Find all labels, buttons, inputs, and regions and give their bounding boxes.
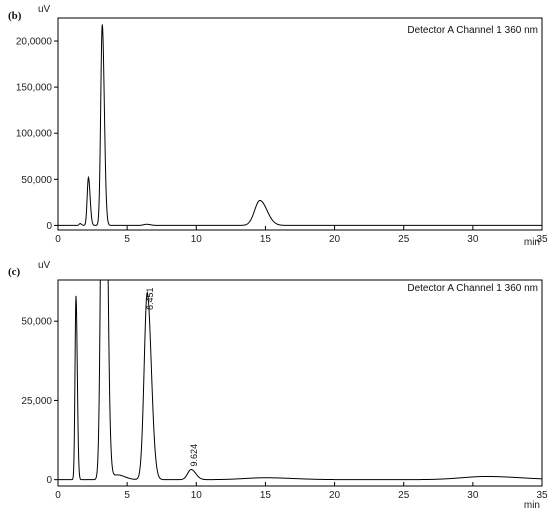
panel-b-trace [58, 24, 542, 226]
panel-b: (b) uV Detector A Channel 1 360 nm min 0… [8, 4, 548, 248]
panel-c-x-unit: min [524, 500, 540, 511]
x-tick-label: 25 [398, 234, 410, 245]
y-tick-label: 50,000 [21, 317, 52, 328]
x-tick-label: 15 [260, 490, 272, 501]
x-tick-label: 5 [124, 490, 130, 501]
panel-c-plot-frame [57, 279, 543, 487]
y-tick-label: 25,000 [21, 396, 52, 407]
x-tick-label: 20 [329, 234, 341, 245]
x-tick-label: 10 [191, 490, 203, 501]
x-tick-label: 0 [55, 490, 61, 501]
y-tick-label: 0 [46, 475, 52, 486]
x-tick-label: 10 [191, 234, 203, 245]
y-tick-label: 150,000 [16, 83, 53, 94]
y-tick-label: 100,000 [16, 129, 53, 140]
panel-b-label: (b) [8, 10, 22, 22]
panel-c-y-ticks: 0 25,000 50,000 [21, 317, 58, 486]
panel-c-legend: Detector A Channel 1 360 nm [407, 283, 538, 294]
x-tick-label: 30 [467, 234, 479, 245]
x-tick-label: 35 [536, 490, 548, 501]
panel-c-label: (c) [8, 266, 21, 278]
y-tick-label: 20,0000 [16, 37, 53, 48]
panel-b-plot-frame [57, 17, 543, 231]
x-tick-label: 30 [467, 490, 479, 501]
panel-b-legend: Detector A Channel 1 360 nm [407, 25, 538, 36]
x-tick-label: 20 [329, 490, 341, 501]
y-tick-label: 0 [46, 221, 52, 232]
panel-b-x-unit: min [524, 237, 540, 248]
panel-b-x-ticks: 0 5 10 15 20 25 30 35 [55, 226, 548, 245]
x-tick-label: 35 [536, 234, 548, 245]
panel-b-y-ticks: 0 50,000 100,000 150,000 20,0000 [16, 37, 58, 232]
panel-b-y-unit: uV [38, 4, 51, 15]
x-tick-label: 0 [55, 234, 61, 245]
panel-c: (c) uV Detector A Channel 1 360 nm min 0… [8, 260, 548, 511]
panel-c-x-ticks: 0 5 10 15 20 25 30 35 [55, 482, 548, 501]
peak-label: 9.624 [189, 444, 199, 467]
panel-c-peak-labels: 6.451 9.624 [145, 287, 199, 466]
x-tick-label: 5 [124, 234, 130, 245]
x-tick-label: 15 [260, 234, 272, 245]
panel-c-trace [58, 280, 542, 481]
panel-c-y-unit: uV [38, 260, 51, 271]
peak-label: 6.451 [145, 287, 155, 310]
x-tick-label: 25 [398, 490, 410, 501]
y-tick-label: 50,000 [21, 175, 52, 186]
